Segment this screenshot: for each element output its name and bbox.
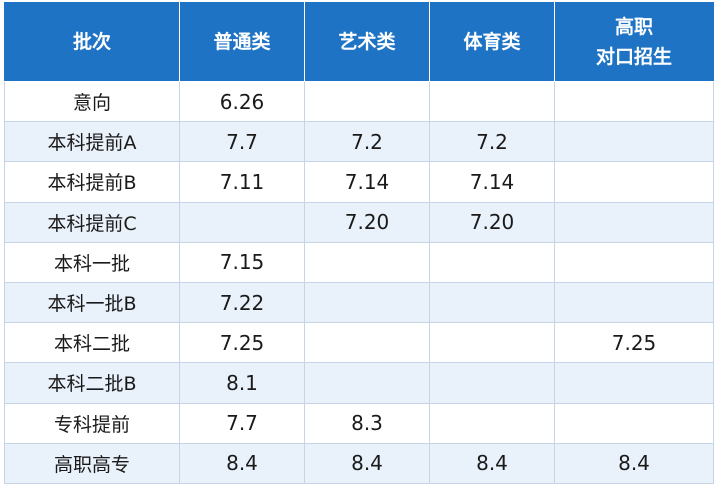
table-body: 意向 6.26 本科提前A 7.7 7.2 7.2 本科提前B 7.11 7.1… xyxy=(4,80,714,485)
cell-vocational xyxy=(554,161,714,203)
cell-art xyxy=(304,281,430,324)
schedule-table: 批次 普通类 艺术类 体育类 高职 对口招生 意向 6.26 本科提前A 7.7 xyxy=(4,2,714,485)
cell-batch: 本科二批 xyxy=(4,322,180,364)
cell-art xyxy=(304,241,430,283)
cell-batch: 本科提前A xyxy=(4,121,180,163)
cell-vocational: 8.4 xyxy=(554,442,714,485)
header-row: 批次 普通类 艺术类 体育类 高职 对口招生 xyxy=(4,2,714,82)
cell-sports xyxy=(429,80,555,123)
table-row: 本科提前C 7.20 7.20 xyxy=(4,201,714,243)
cell-vocational xyxy=(554,121,714,163)
cell-vocational xyxy=(554,201,714,243)
cell-vocational xyxy=(554,80,714,123)
header-batch: 批次 xyxy=(4,2,180,82)
table-row: 专科提前 7.7 8.3 xyxy=(4,402,714,444)
cell-batch: 意向 xyxy=(4,80,180,123)
cell-sports xyxy=(429,322,555,364)
table-row: 本科二批B 8.1 xyxy=(4,362,714,404)
cell-sports xyxy=(429,241,555,283)
cell-batch: 本科二批B xyxy=(4,362,180,404)
cell-art xyxy=(304,80,430,123)
cell-art xyxy=(304,322,430,364)
header-sports: 体育类 xyxy=(429,2,555,82)
cell-general: 8.4 xyxy=(179,442,305,485)
cell-art: 8.3 xyxy=(304,402,430,444)
header-vocational-line1: 高职 xyxy=(614,16,653,38)
header-vocational: 高职 对口招生 xyxy=(554,2,714,82)
cell-art: 7.14 xyxy=(304,161,430,203)
table-row: 本科一批 7.15 xyxy=(4,241,714,283)
cell-general: 6.26 xyxy=(179,80,305,123)
cell-general: 7.7 xyxy=(179,402,305,444)
schedule-table-container: 批次 普通类 艺术类 体育类 高职 对口招生 意向 6.26 本科提前A 7.7 xyxy=(4,2,714,485)
cell-batch: 本科提前C xyxy=(4,201,180,243)
cell-vocational xyxy=(554,362,714,404)
cell-batch: 本科一批B xyxy=(4,281,180,324)
cell-general: 7.25 xyxy=(179,322,305,364)
cell-sports: 8.4 xyxy=(429,442,555,485)
table-row: 本科一批B 7.22 xyxy=(4,281,714,324)
table-row: 本科二批 7.25 7.25 xyxy=(4,322,714,364)
cell-general: 8.1 xyxy=(179,362,305,404)
cell-sports: 7.14 xyxy=(429,161,555,203)
table-header: 批次 普通类 艺术类 体育类 高职 对口招生 xyxy=(4,2,714,82)
cell-art xyxy=(304,362,430,404)
cell-vocational xyxy=(554,241,714,283)
cell-general: 7.22 xyxy=(179,281,305,324)
cell-general: 7.7 xyxy=(179,121,305,163)
cell-vocational xyxy=(554,402,714,444)
cell-general: 7.15 xyxy=(179,241,305,283)
header-art: 艺术类 xyxy=(304,2,430,82)
cell-art: 7.20 xyxy=(304,201,430,243)
cell-batch: 本科提前B xyxy=(4,161,180,203)
header-general: 普通类 xyxy=(179,2,305,82)
cell-sports xyxy=(429,402,555,444)
cell-general xyxy=(179,201,305,243)
cell-batch: 高职高专 xyxy=(4,442,180,485)
header-vocational-line2: 对口招生 xyxy=(595,46,672,68)
cell-art: 8.4 xyxy=(304,442,430,485)
cell-sports xyxy=(429,362,555,404)
cell-sports: 7.20 xyxy=(429,201,555,243)
cell-batch: 专科提前 xyxy=(4,402,180,444)
cell-sports: 7.2 xyxy=(429,121,555,163)
table-row: 本科提前B 7.11 7.14 7.14 xyxy=(4,161,714,203)
cell-general: 7.11 xyxy=(179,161,305,203)
table-row: 本科提前A 7.7 7.2 7.2 xyxy=(4,121,714,163)
cell-sports xyxy=(429,281,555,324)
cell-batch: 本科一批 xyxy=(4,241,180,283)
table-row: 意向 6.26 xyxy=(4,80,714,123)
cell-vocational: 7.25 xyxy=(554,322,714,364)
table-row: 高职高专 8.4 8.4 8.4 8.4 xyxy=(4,442,714,485)
cell-vocational xyxy=(554,281,714,324)
cell-art: 7.2 xyxy=(304,121,430,163)
